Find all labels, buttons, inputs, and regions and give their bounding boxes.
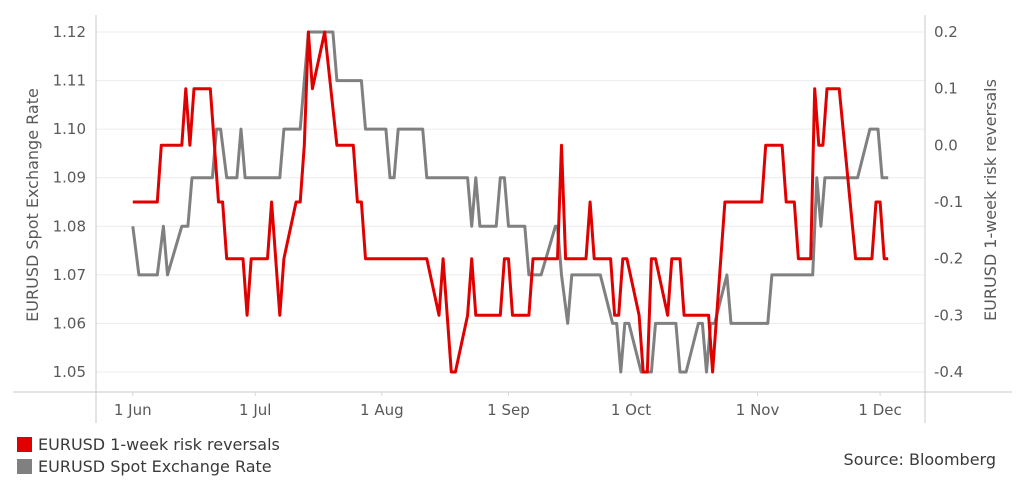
left-tick-label: 1.12 bbox=[53, 23, 86, 41]
spot-rate-line bbox=[131, 30, 889, 374]
right-axis-label: EURUSD 1-week risk reversals bbox=[981, 79, 1000, 321]
legend-swatch-spot-rate bbox=[17, 459, 32, 474]
right-tick-label: 0.0 bbox=[934, 136, 958, 154]
x-tick-label: 1 Aug bbox=[360, 401, 404, 419]
series-lines bbox=[131, 30, 889, 374]
source-note: Source: Bloomberg bbox=[844, 450, 996, 469]
legend-label-risk-reversals: EURUSD 1-week risk reversals bbox=[38, 435, 280, 454]
left-tick-label: 1.10 bbox=[53, 120, 86, 138]
risk-reversals-line bbox=[132, 30, 889, 374]
x-tick-label: 1 Sep bbox=[487, 401, 530, 419]
left-axis-label: EURUSD Spot Exchange Rate bbox=[23, 88, 42, 322]
x-tick-label: 1 Nov bbox=[736, 401, 780, 419]
x-axis-ticks: 1 Jun 1 Jul 1 Aug 1 Sep 1 Oct 1 Nov 1 Dec bbox=[114, 392, 902, 419]
x-tick-label: 1 Dec bbox=[858, 401, 901, 419]
left-tick-label: 1.08 bbox=[53, 217, 86, 235]
left-tick-label: 1.06 bbox=[53, 314, 86, 332]
legend-label-spot-rate: EURUSD Spot Exchange Rate bbox=[38, 457, 272, 476]
right-axis-ticks: 0.2 0.1 0.0 -0.1 -0.2 -0.3 -0.4 bbox=[934, 23, 963, 381]
right-tick-label: -0.1 bbox=[934, 193, 963, 211]
right-tick-label: -0.4 bbox=[934, 363, 963, 381]
left-axis-ticks: 1.12 1.11 1.10 1.09 1.08 1.07 1.06 1.05 bbox=[53, 23, 86, 381]
right-tick-label: 0.1 bbox=[934, 80, 958, 98]
right-tick-label: -0.2 bbox=[934, 250, 963, 268]
left-tick-label: 1.11 bbox=[53, 72, 86, 90]
x-tick-label: 1 Oct bbox=[611, 401, 651, 419]
left-tick-label: 1.05 bbox=[53, 363, 86, 381]
left-tick-label: 1.07 bbox=[53, 266, 86, 284]
legend-swatch-risk-reversals bbox=[17, 437, 32, 452]
right-tick-label: 0.2 bbox=[934, 23, 958, 41]
right-tick-label: -0.3 bbox=[934, 306, 963, 324]
legend: EURUSD 1-week risk reversals EURUSD Spot… bbox=[17, 435, 280, 476]
left-tick-label: 1.09 bbox=[53, 169, 86, 187]
x-tick-label: 1 Jul bbox=[239, 401, 271, 419]
x-tick-label: 1 Jun bbox=[114, 401, 152, 419]
